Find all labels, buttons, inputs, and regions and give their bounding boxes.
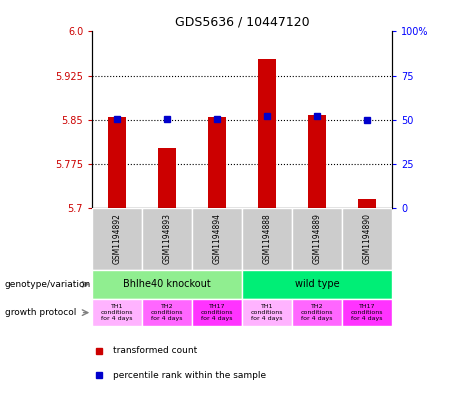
Text: wild type: wild type bbox=[295, 279, 339, 289]
Bar bbox=[108, 117, 126, 208]
Bar bbox=[242, 208, 292, 270]
Title: GDS5636 / 10447120: GDS5636 / 10447120 bbox=[175, 16, 309, 29]
Text: GSM1194892: GSM1194892 bbox=[112, 213, 122, 264]
Bar bbox=[292, 208, 342, 270]
Bar bbox=[358, 199, 376, 208]
Bar bbox=[342, 208, 392, 270]
Text: GSM1194894: GSM1194894 bbox=[213, 213, 222, 264]
Bar bbox=[342, 299, 392, 326]
Text: GSM1194893: GSM1194893 bbox=[163, 213, 171, 264]
Text: TH1
conditions
for 4 days: TH1 conditions for 4 days bbox=[251, 304, 283, 321]
Text: growth protocol: growth protocol bbox=[5, 308, 76, 317]
Text: transformed count: transformed count bbox=[113, 346, 197, 355]
Text: GSM1194888: GSM1194888 bbox=[262, 213, 272, 264]
Text: GSM1194890: GSM1194890 bbox=[362, 213, 372, 264]
Text: TH2
conditions
for 4 days: TH2 conditions for 4 days bbox=[301, 304, 333, 321]
Bar bbox=[192, 299, 242, 326]
Bar bbox=[92, 208, 142, 270]
Text: TH2
conditions
for 4 days: TH2 conditions for 4 days bbox=[151, 304, 183, 321]
Bar bbox=[142, 208, 192, 270]
Bar bbox=[242, 270, 392, 299]
Bar bbox=[208, 117, 226, 208]
Text: GSM1194889: GSM1194889 bbox=[313, 213, 321, 264]
Text: TH1
conditions
for 4 days: TH1 conditions for 4 days bbox=[101, 304, 133, 321]
Bar bbox=[192, 208, 242, 270]
Bar bbox=[159, 148, 176, 208]
Bar bbox=[92, 270, 242, 299]
Text: Bhlhe40 knockout: Bhlhe40 knockout bbox=[123, 279, 211, 289]
Bar bbox=[92, 299, 142, 326]
Text: genotype/variation: genotype/variation bbox=[5, 280, 91, 289]
Bar bbox=[308, 115, 325, 208]
Bar bbox=[242, 299, 292, 326]
Text: TH17
conditions
for 4 days: TH17 conditions for 4 days bbox=[351, 304, 383, 321]
Bar bbox=[258, 59, 276, 208]
Bar bbox=[292, 299, 342, 326]
Bar bbox=[142, 299, 192, 326]
Text: percentile rank within the sample: percentile rank within the sample bbox=[113, 371, 266, 380]
Text: TH17
conditions
for 4 days: TH17 conditions for 4 days bbox=[201, 304, 233, 321]
